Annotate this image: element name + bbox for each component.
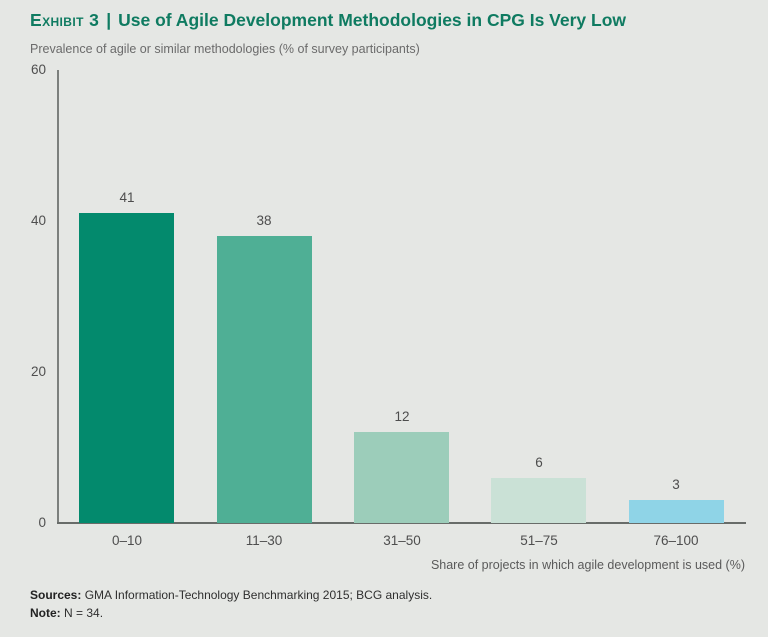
- chart-subtitle: Prevalence of agile or similar methodolo…: [30, 42, 420, 56]
- x-tick-label-31–50: 31–50: [383, 533, 421, 548]
- bar-value-label-0–10: 41: [119, 190, 135, 205]
- sources-label: Sources:: [30, 588, 82, 602]
- y-tick-label-60: 60: [30, 62, 46, 77]
- exhibit-title-text: Use of Agile Development Methodologies i…: [118, 10, 627, 30]
- x-axis-caption: Share of projects in which agile develop…: [430, 558, 745, 572]
- exhibit-title: Exhibit 3 | Use of Agile Development Metho…: [30, 10, 626, 31]
- sources-text: GMA Information-Technology Benchmarking …: [81, 588, 433, 602]
- x-tick-label-11–30: 11–30: [245, 533, 283, 548]
- bar-11–30: [217, 236, 312, 523]
- y-tick-label-0: 0: [38, 515, 46, 530]
- bar-value-label-31–50: 12: [394, 409, 410, 424]
- x-tick-label-76–100: 76–100: [653, 533, 699, 548]
- bar-51–75: [491, 478, 586, 523]
- bar-76–100: [629, 500, 724, 523]
- x-axis-line: [57, 522, 746, 524]
- note-label: Note:: [30, 606, 61, 620]
- bar-31–50: [354, 432, 449, 523]
- y-tick-label-20: 20: [30, 364, 46, 379]
- note-line: Note: N = 34.: [30, 604, 432, 622]
- exhibit-number-label: Exhibit 3: [30, 10, 100, 30]
- bar-0–10: [79, 213, 174, 523]
- y-tick-label-40: 40: [30, 213, 46, 228]
- x-tick-label-0–10: 0–10: [111, 533, 143, 548]
- x-tick-label-51–75: 51–75: [520, 533, 558, 548]
- chart-footer: Sources: GMA Information-Technology Benc…: [30, 586, 432, 622]
- bar-value-label-11–30: 38: [256, 213, 272, 228]
- title-separator: |: [106, 10, 112, 30]
- sources-line: Sources: GMA Information-Technology Benc…: [30, 586, 432, 604]
- bar-value-label-76–100: 3: [672, 477, 680, 492]
- note-text: N = 34.: [60, 606, 104, 620]
- y-axis-line: [57, 70, 59, 523]
- bar-value-label-51–75: 6: [535, 455, 543, 470]
